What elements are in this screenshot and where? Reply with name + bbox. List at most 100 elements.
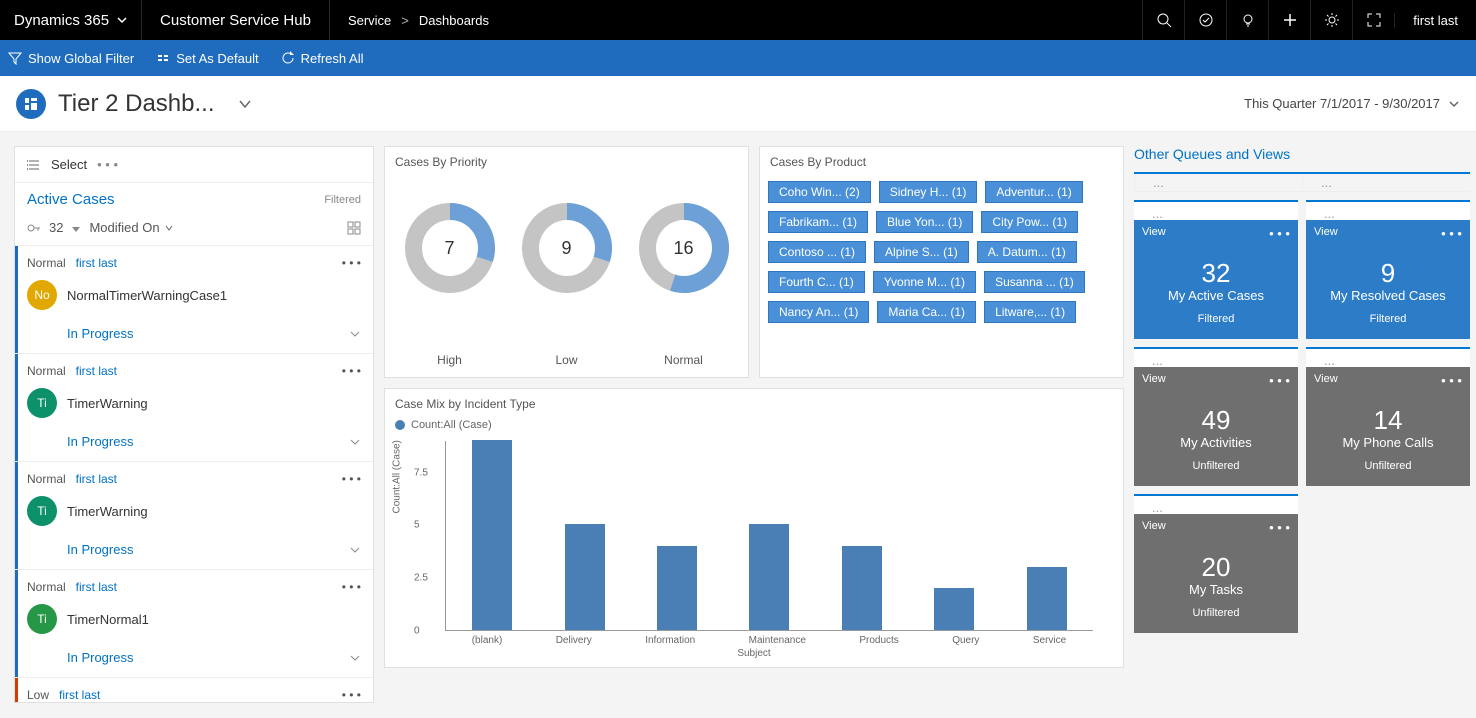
card-more-icon[interactable]: • • • bbox=[342, 580, 361, 594]
top-navbar: Dynamics 365 Customer Service Hub Servic… bbox=[0, 0, 1476, 40]
case-card[interactable]: Normalfirst last• • • TiTimerWarning In … bbox=[15, 353, 373, 461]
tile-more-icon[interactable]: • • • bbox=[1441, 226, 1462, 241]
select-icon[interactable] bbox=[27, 158, 41, 172]
bar-category-label: (blank) bbox=[472, 635, 503, 646]
chevron-down-icon[interactable] bbox=[349, 436, 361, 448]
page-header: Tier 2 Dashb... This Quarter 7/1/2017 - … bbox=[0, 76, 1476, 132]
tile-sublabel: Filtered bbox=[1142, 313, 1290, 325]
refresh-all-button[interactable]: Refresh All bbox=[281, 51, 364, 66]
add-icon[interactable] bbox=[1268, 0, 1310, 40]
y-tick-label: 2.5 bbox=[414, 573, 428, 584]
product-chip[interactable]: Maria Ca... (1) bbox=[877, 301, 976, 323]
tile-count: 14 bbox=[1314, 407, 1462, 433]
case-owner[interactable]: first last bbox=[76, 580, 117, 594]
tile-header[interactable]: ... bbox=[1134, 494, 1298, 514]
bar[interactable] bbox=[565, 524, 605, 630]
product-chip[interactable]: Sidney H... (1) bbox=[879, 181, 978, 203]
product-chip[interactable]: Susanna ... (1) bbox=[984, 271, 1085, 293]
case-owner[interactable]: first last bbox=[76, 472, 117, 486]
product-chip[interactable]: Nancy An... (1) bbox=[768, 301, 869, 323]
queue-tile[interactable]: View • • • 49 My Activities Unfiltered bbox=[1134, 367, 1298, 486]
case-priority: Normal bbox=[27, 472, 66, 486]
tile-header[interactable]: ... bbox=[1134, 200, 1298, 220]
bar[interactable] bbox=[842, 546, 882, 630]
cases-by-priority-panel: Cases By Priority 7 High 9 Low 16 Normal bbox=[384, 146, 749, 378]
show-global-filter-button[interactable]: Show Global Filter bbox=[8, 51, 134, 66]
tile-more-icon[interactable]: • • • bbox=[1269, 373, 1290, 388]
expand-icon[interactable] bbox=[1352, 0, 1394, 40]
chevron-down-icon[interactable] bbox=[349, 328, 361, 340]
queue-placeholder[interactable]: ... bbox=[1302, 174, 1470, 191]
sort-direction-icon[interactable] bbox=[71, 223, 81, 233]
donut-normal[interactable]: 16 Normal bbox=[629, 193, 739, 367]
filter-icon bbox=[8, 51, 22, 65]
donut-value: 16 bbox=[629, 193, 739, 303]
case-card[interactable]: Normalfirst last• • • TiTimerWarning In … bbox=[15, 461, 373, 569]
product-chip[interactable]: Litware,... (1) bbox=[984, 301, 1076, 323]
bar-category-label: Products bbox=[859, 635, 898, 646]
product-chip[interactable]: Coho Win... (2) bbox=[768, 181, 871, 203]
product-chip[interactable]: Adventur... (1) bbox=[985, 181, 1082, 203]
product-chip[interactable]: A. Datum... (1) bbox=[977, 241, 1077, 263]
donut-high[interactable]: 7 High bbox=[395, 193, 505, 367]
task-flow-icon[interactable] bbox=[1184, 0, 1226, 40]
tile-header[interactable]: ... bbox=[1306, 200, 1470, 220]
tile-header[interactable]: ... bbox=[1306, 347, 1470, 367]
donut-low[interactable]: 9 Low bbox=[512, 193, 622, 367]
brand-menu[interactable]: Dynamics 365 bbox=[0, 0, 142, 40]
chevron-down-icon[interactable] bbox=[349, 544, 361, 556]
tile-sublabel: Unfiltered bbox=[1314, 460, 1462, 472]
product-chip[interactable]: Fabrikam... (1) bbox=[768, 211, 868, 233]
bar[interactable] bbox=[934, 588, 974, 630]
hub-name[interactable]: Customer Service Hub bbox=[142, 0, 330, 40]
active-cases-header[interactable]: Active Cases Filtered bbox=[15, 183, 373, 216]
case-card[interactable]: Lowfirst last• • • bbox=[15, 677, 373, 702]
case-owner[interactable]: first last bbox=[76, 364, 117, 378]
queue-tile[interactable]: View • • • 14 My Phone Calls Unfiltered bbox=[1306, 367, 1470, 486]
queue-tile[interactable]: View • • • 32 My Active Cases Filtered bbox=[1134, 220, 1298, 339]
tile-header[interactable]: ... bbox=[1134, 347, 1298, 367]
queue-tile[interactable]: View • • • 9 My Resolved Cases Filtered bbox=[1306, 220, 1470, 339]
product-chip[interactable]: Fourth C... (1) bbox=[768, 271, 865, 293]
search-icon[interactable] bbox=[1142, 0, 1184, 40]
queue-placeholder[interactable]: ... bbox=[1134, 174, 1302, 191]
key-icon[interactable] bbox=[27, 221, 41, 235]
breadcrumb-dashboards[interactable]: Dashboards bbox=[419, 13, 489, 28]
tile-more-icon[interactable]: • • • bbox=[1269, 520, 1290, 535]
select-button[interactable]: Select bbox=[51, 157, 87, 172]
layout-toggle-icon[interactable] bbox=[347, 221, 361, 235]
bar[interactable] bbox=[749, 524, 789, 630]
card-more-icon[interactable]: • • • bbox=[342, 688, 361, 702]
case-owner[interactable]: first last bbox=[59, 688, 100, 702]
right-column: Other Queues and Views ... ... ... View … bbox=[1134, 146, 1470, 703]
case-card[interactable]: Normalfirst last• • • TiTimerNormal1 In … bbox=[15, 569, 373, 677]
middle-column: Cases By Priority 7 High 9 Low 16 Normal… bbox=[384, 146, 1124, 703]
card-more-icon[interactable]: • • • bbox=[342, 472, 361, 486]
sort-field-selector[interactable]: Modified On bbox=[89, 220, 173, 235]
bar[interactable] bbox=[472, 440, 512, 630]
case-owner[interactable]: first last bbox=[76, 256, 117, 270]
card-more-icon[interactable]: • • • bbox=[342, 364, 361, 378]
product-chip[interactable]: Blue Yon... (1) bbox=[876, 211, 973, 233]
queue-tile[interactable]: View • • • 20 My Tasks Unfiltered bbox=[1134, 514, 1298, 633]
gear-icon[interactable] bbox=[1310, 0, 1352, 40]
user-menu[interactable]: first last bbox=[1394, 13, 1476, 28]
product-chip[interactable]: Yvonne M... (1) bbox=[873, 271, 976, 293]
product-chip[interactable]: Alpine S... (1) bbox=[874, 241, 969, 263]
card-more-icon[interactable]: • • • bbox=[342, 256, 361, 270]
breadcrumb-service[interactable]: Service bbox=[348, 13, 391, 28]
product-chip[interactable]: City Pow... (1) bbox=[981, 211, 1078, 233]
product-chip[interactable]: Contoso ... (1) bbox=[768, 241, 866, 263]
dashboard-selector-chevron-icon[interactable] bbox=[237, 96, 253, 112]
bar[interactable] bbox=[657, 546, 697, 630]
date-range-selector[interactable]: This Quarter 7/1/2017 - 9/30/2017 bbox=[1244, 96, 1460, 111]
case-card[interactable]: Normalfirst last• • • NoNormalTimerWarni… bbox=[15, 245, 373, 353]
bulb-icon[interactable] bbox=[1226, 0, 1268, 40]
chevron-down-icon[interactable] bbox=[349, 652, 361, 664]
tile-more-icon[interactable]: • • • bbox=[1269, 226, 1290, 241]
tile-more-icon[interactable]: • • • bbox=[1441, 373, 1462, 388]
case-count: 32 bbox=[49, 220, 63, 235]
set-as-default-button[interactable]: Set As Default bbox=[156, 51, 258, 66]
more-options-button[interactable]: • • • bbox=[97, 157, 118, 172]
bar[interactable] bbox=[1027, 567, 1067, 630]
